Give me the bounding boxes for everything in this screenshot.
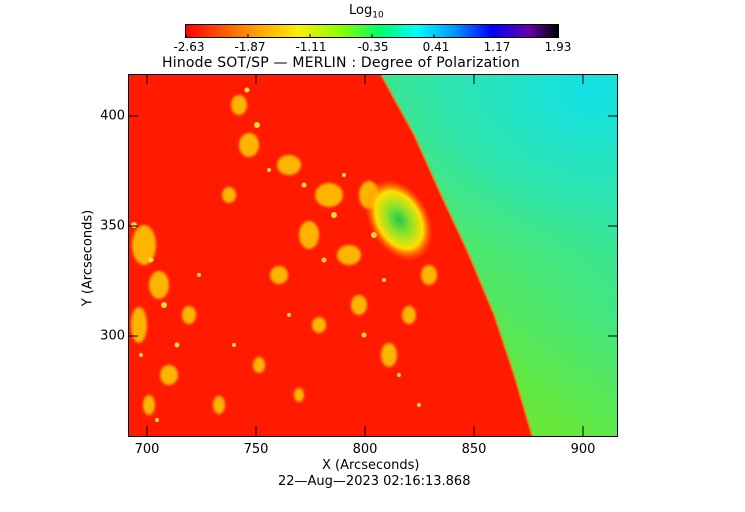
colorbar-title-sub: 10 <box>372 10 384 21</box>
solar-disk <box>129 75 532 436</box>
plot-title: Hinode SOT/SP — MERLIN : Degree of Polar… <box>162 55 520 71</box>
x-tick-label: 900 <box>570 442 596 457</box>
colorbar-tick: -2.63 <box>173 40 205 54</box>
timestamp: 22—Aug—2023 02:16:13.868 <box>278 474 471 489</box>
sunspot <box>364 179 434 261</box>
polarization-map <box>129 75 617 436</box>
x-tick-label: 700 <box>134 442 160 457</box>
colorbar <box>185 24 559 38</box>
colorbar-tick: -1.87 <box>234 40 266 54</box>
plot-frame <box>128 74 618 437</box>
y-tick-label: 400 <box>100 108 125 124</box>
colorbar-title: Log10 <box>349 3 384 21</box>
x-axis-label: X (Arcseconds) <box>322 458 420 473</box>
x-tick-label: 850 <box>461 442 487 457</box>
x-tick-label: 750 <box>243 442 269 457</box>
plage-patches <box>131 95 437 415</box>
colorbar-tick: 1.93 <box>544 40 572 54</box>
y-axis-ticks <box>128 115 618 337</box>
x-axis-ticks <box>146 74 584 436</box>
plage-speckles <box>131 87 421 422</box>
colorbar-tick: -0.35 <box>357 40 389 54</box>
colorbar-title-main: Log <box>349 3 373 18</box>
y-axis-label: Y (Arcseconds) <box>80 209 96 307</box>
colorbar-tick: -1.11 <box>295 40 327 54</box>
limb-edge <box>380 75 533 436</box>
x-tick-label: 800 <box>352 442 378 457</box>
colorbar-tick: 1.17 <box>483 40 511 54</box>
y-tick-label: 300 <box>100 328 125 344</box>
colorbar-tick: 0.41 <box>422 40 450 54</box>
y-tick-label: 350 <box>100 218 125 234</box>
